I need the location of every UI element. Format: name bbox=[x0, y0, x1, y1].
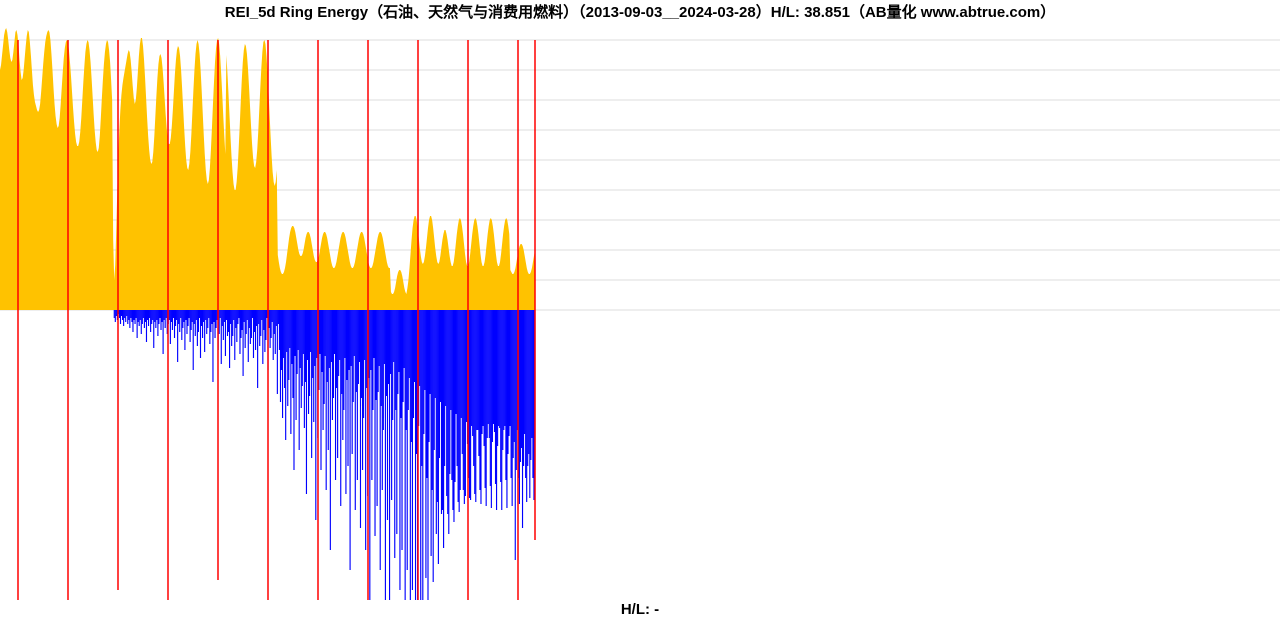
chart-container: REI_5d Ring Energy（石油、天然气与消费用燃料）（2013-09… bbox=[0, 0, 1280, 620]
chart-title: REI_5d Ring Energy（石油、天然气与消费用燃料）（2013-09… bbox=[0, 0, 1280, 22]
chart-area bbox=[0, 20, 1280, 600]
chart-svg bbox=[0, 20, 1280, 600]
footer-label: H/L: - bbox=[0, 601, 1280, 620]
